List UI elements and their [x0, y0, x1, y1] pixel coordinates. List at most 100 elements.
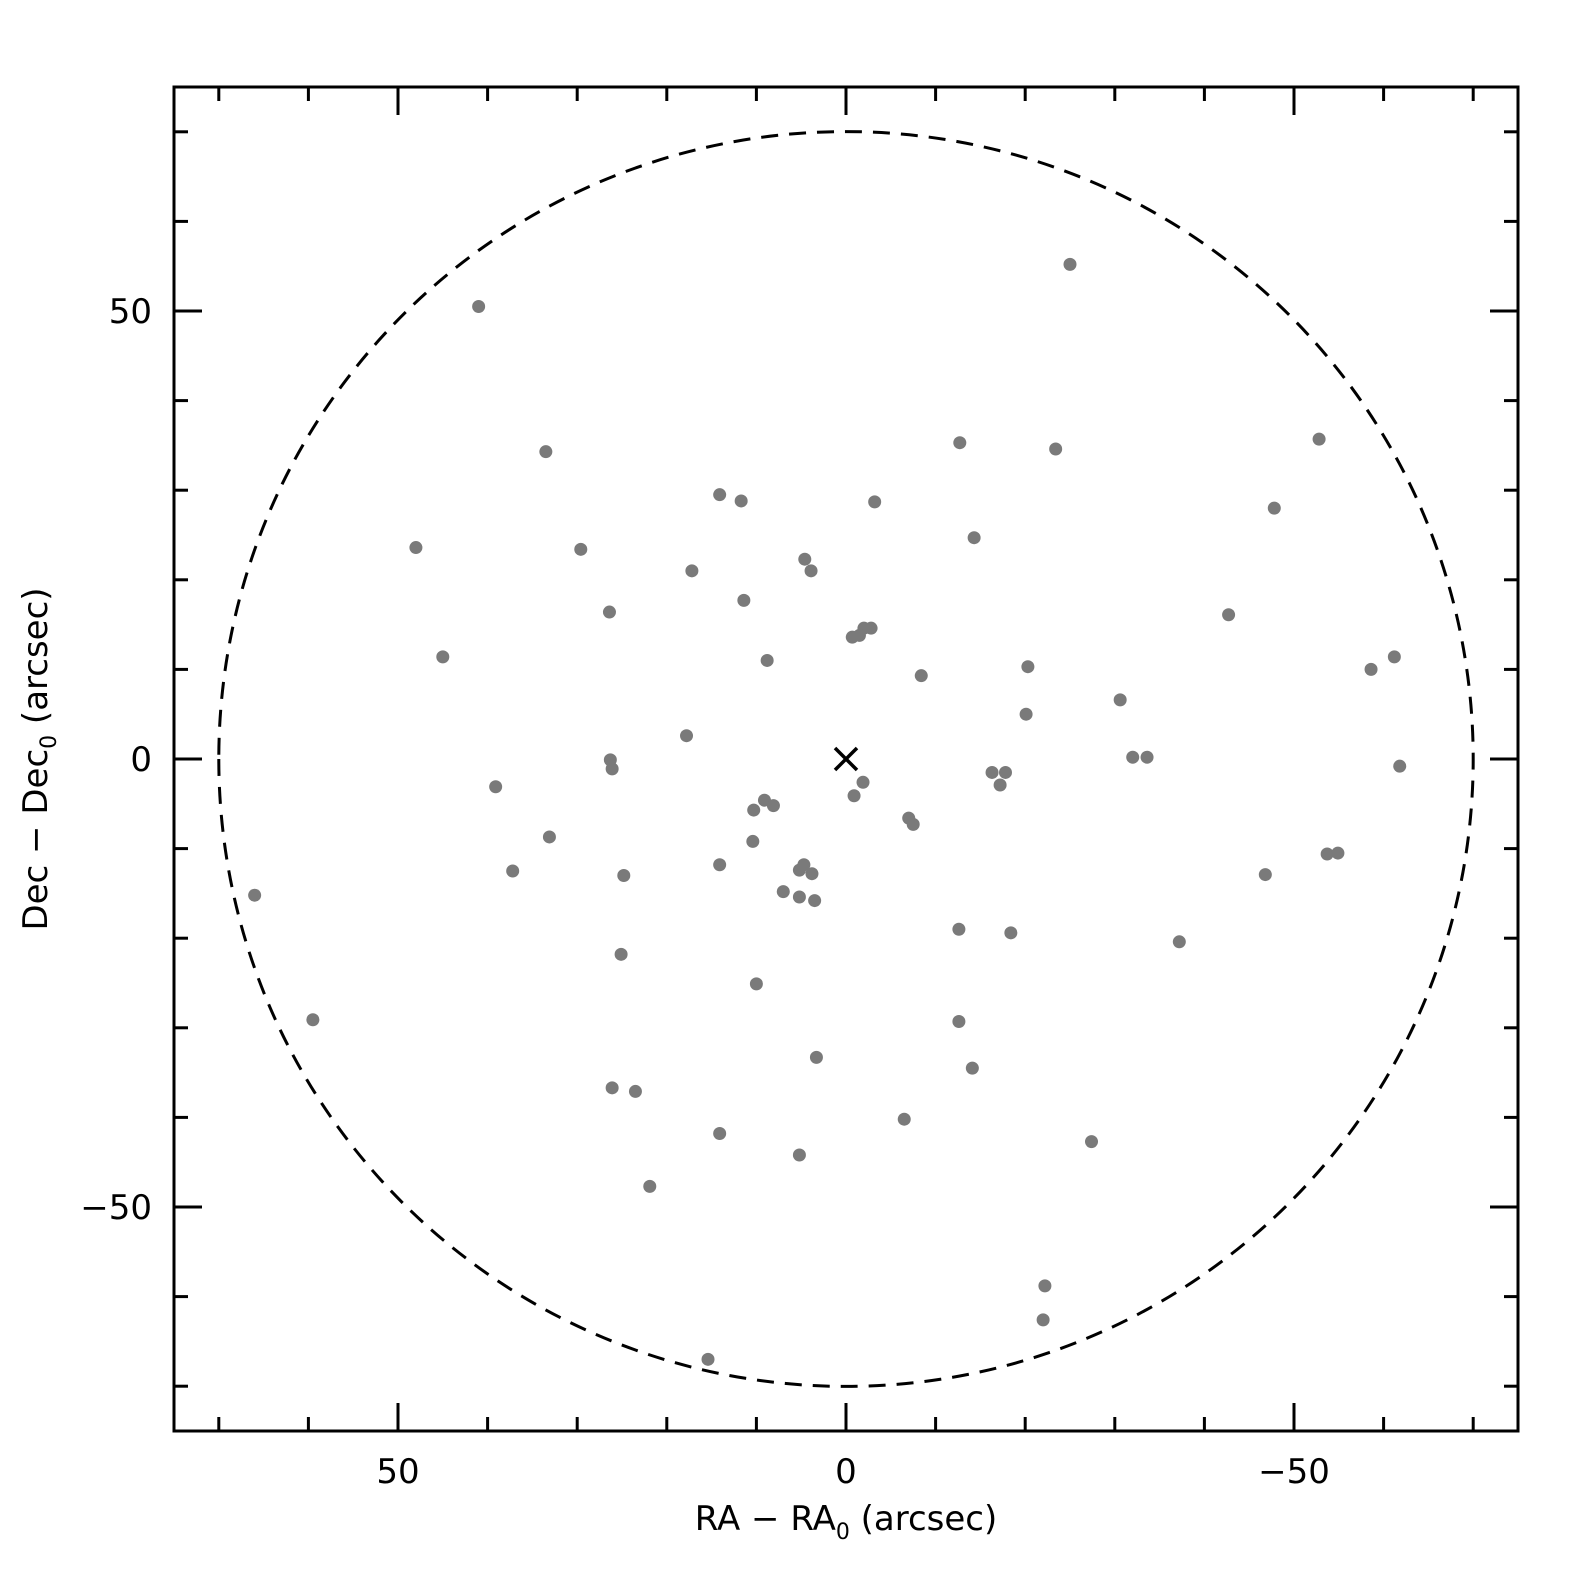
data-point — [1320, 847, 1334, 861]
center-cross-marker — [833, 746, 859, 772]
data-point — [713, 858, 727, 872]
data-point — [993, 778, 1007, 792]
y-axis-label-sub: 0 — [37, 735, 62, 749]
data-point — [605, 762, 619, 776]
data-point — [542, 830, 556, 844]
data-point — [713, 1127, 727, 1141]
data-point — [804, 564, 818, 578]
data-point — [1393, 759, 1407, 773]
data-point — [685, 564, 699, 578]
data-point — [602, 605, 616, 619]
data-point — [749, 977, 763, 991]
data-point — [792, 863, 806, 877]
data-point — [506, 864, 520, 878]
data-point — [808, 894, 822, 908]
minor-ticks — [174, 87, 1518, 1431]
data-points — [248, 257, 1407, 1366]
y-axis-label-unit: (arcsec) — [16, 587, 56, 734]
data-point — [1021, 660, 1035, 674]
data-point — [1331, 846, 1345, 860]
data-point — [617, 868, 631, 882]
data-point — [965, 1061, 979, 1075]
data-point — [1267, 501, 1281, 515]
data-point — [643, 1179, 657, 1193]
data-point — [792, 1148, 806, 1162]
data-point — [906, 817, 920, 831]
data-point — [792, 890, 806, 904]
data-point — [1312, 432, 1326, 446]
data-point — [306, 1013, 320, 1027]
data-point — [845, 630, 859, 644]
data-point — [713, 488, 727, 502]
data-point — [798, 552, 812, 566]
data-point — [614, 947, 628, 961]
data-point — [1038, 1279, 1052, 1293]
data-point — [539, 445, 553, 459]
data-point — [734, 494, 748, 508]
data-point — [952, 922, 966, 936]
data-point — [1126, 750, 1140, 764]
data-point — [1049, 442, 1063, 456]
data-point — [409, 541, 423, 555]
data-point — [809, 1050, 823, 1064]
data-point — [1085, 1135, 1099, 1149]
data-point — [1063, 257, 1077, 271]
data-point — [1140, 750, 1154, 764]
data-point — [1004, 926, 1018, 940]
x-tick-label: 0 — [835, 1452, 857, 1492]
data-point — [760, 653, 774, 667]
major-ticks — [174, 87, 1518, 1431]
y-tick-label: 50 — [109, 292, 152, 332]
data-point — [766, 799, 780, 813]
data-point — [1387, 650, 1401, 664]
data-point — [1258, 868, 1272, 882]
data-point — [746, 834, 760, 848]
data-point — [701, 1352, 715, 1366]
y-axis-label: Dec − Dec0 (arcsec) — [16, 587, 62, 930]
x-axis-label-main: RA − RA — [695, 1499, 836, 1539]
data-point — [605, 1081, 619, 1095]
data-point — [998, 765, 1012, 779]
y-tick-label: 0 — [130, 740, 152, 780]
plot-frame — [172, 85, 1520, 1433]
data-point — [472, 300, 486, 314]
x-tick-labels: 50 0 −50 — [376, 1452, 1330, 1492]
x-tick-label: −50 — [1258, 1452, 1330, 1492]
data-point — [574, 542, 588, 556]
data-point — [436, 650, 450, 664]
data-point — [1222, 608, 1236, 622]
x-axis-label-sub: 0 — [836, 1520, 850, 1545]
data-point — [1019, 707, 1033, 721]
data-point — [897, 1112, 911, 1126]
data-point — [1113, 693, 1127, 707]
data-point — [1172, 935, 1186, 949]
data-point — [847, 789, 861, 803]
y-tick-labels: 50 0 −50 — [80, 292, 152, 1228]
data-point — [1036, 1313, 1050, 1327]
data-point — [747, 803, 761, 817]
data-point — [1364, 662, 1378, 676]
data-point — [680, 729, 694, 743]
data-point — [856, 775, 870, 789]
data-point — [914, 669, 928, 683]
y-tick-label: −50 — [80, 1188, 152, 1228]
data-point — [628, 1084, 642, 1098]
x-axis-label: RA − RA0 (arcsec) — [695, 1499, 998, 1545]
x-axis-label-unit: (arcsec) — [850, 1499, 997, 1539]
y-axis-label-main: Dec − Dec — [16, 749, 56, 931]
data-point — [805, 867, 819, 881]
data-point — [248, 888, 262, 902]
data-point — [489, 780, 503, 794]
data-point — [737, 593, 751, 607]
data-point — [985, 765, 999, 779]
data-point — [868, 495, 882, 509]
center-cross-stroke — [833, 746, 859, 772]
data-point — [967, 531, 981, 545]
data-point — [953, 436, 967, 450]
data-point — [864, 621, 878, 635]
range-circle — [217, 130, 1475, 1388]
data-point — [776, 885, 790, 899]
x-tick-label: 50 — [376, 1452, 419, 1492]
data-point — [952, 1015, 966, 1029]
